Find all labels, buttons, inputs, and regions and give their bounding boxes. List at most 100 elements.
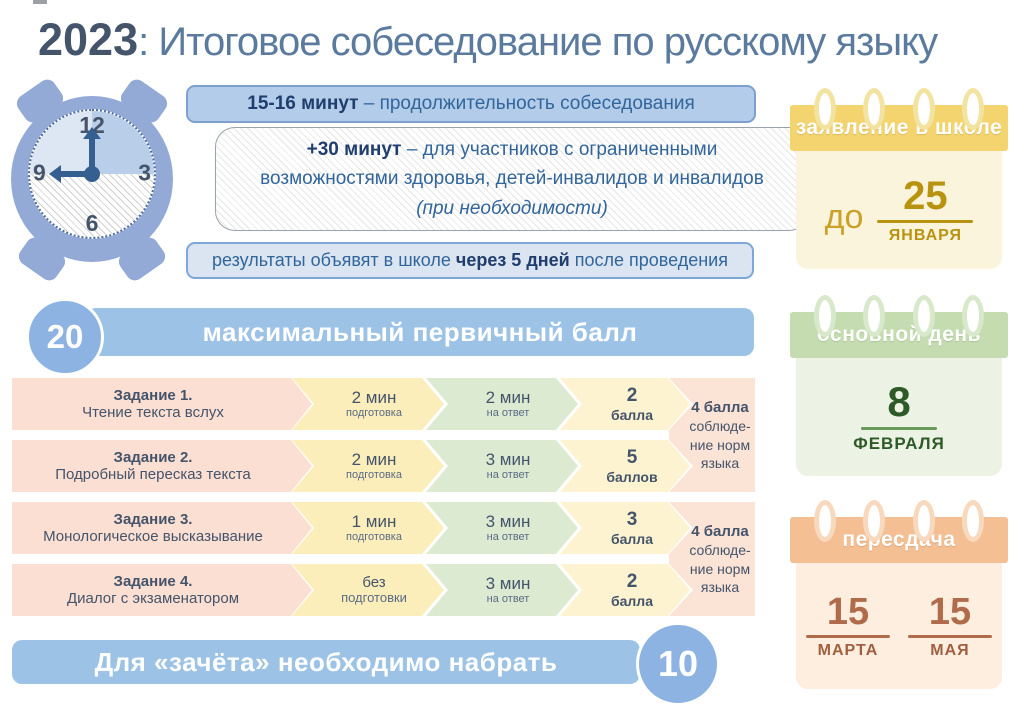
task-label: Задание 1. Чтение текста вслух xyxy=(12,378,312,430)
scan-artifact-mark xyxy=(33,0,47,4)
bonus-text: ние норм xyxy=(689,436,751,453)
date-underline xyxy=(806,634,890,638)
prep-time-chevron: 2 мин подготовка xyxy=(292,378,444,430)
table-row: Задание 4. Диалог с экзаменатором без по… xyxy=(12,564,757,616)
prep-time: 2 мин xyxy=(351,449,397,469)
prep-label: подготовка xyxy=(346,407,402,420)
results-post: после проведения xyxy=(569,250,728,270)
answer-time-chevron: 3 мин на ответ xyxy=(426,502,578,554)
results-banner: результаты объявят в школе через 5 дней … xyxy=(186,242,754,279)
ring-icon xyxy=(814,88,836,130)
table-row: Задание 3. Монологическое высказывание 1… xyxy=(12,502,757,554)
date: 25 ЯНВАРЯ xyxy=(877,173,974,245)
ring-icon xyxy=(912,88,935,130)
score-value: 2 xyxy=(626,571,638,593)
bonus-score: 4 балла xyxy=(691,398,749,416)
date-day: 8 xyxy=(887,377,911,425)
score-value: 5 xyxy=(626,447,638,469)
task-name: Задание 1. xyxy=(113,386,193,404)
clock-quadrant-topleft xyxy=(30,111,92,174)
extra-time-banner: +30 минут – для участников с ограниченны… xyxy=(215,127,809,231)
ring-icon xyxy=(863,88,886,130)
bonus-text: ние норм xyxy=(689,560,751,577)
task-name: Задание 3. xyxy=(113,510,193,528)
calendar-rings-icon xyxy=(790,295,1008,337)
answer-time: 3 мин xyxy=(485,573,531,593)
ring-icon xyxy=(814,500,836,542)
clock-hand-minute xyxy=(83,127,101,174)
date-day: 15 xyxy=(928,590,972,633)
date-month: ЯНВАРЯ xyxy=(888,226,962,244)
score-unit: балла xyxy=(610,530,653,547)
ring-icon xyxy=(961,295,984,337)
clock-hand-hour xyxy=(49,165,92,183)
ring-icon xyxy=(912,295,935,337)
bonus-text: соблюде- xyxy=(689,418,751,435)
prep-time: 2 мин xyxy=(351,387,397,407)
ring-icon xyxy=(814,295,836,337)
answer-time-chevron: 2 мин на ответ xyxy=(426,378,578,430)
title-year: 2023 xyxy=(38,14,139,65)
pass-score-badge: 10 xyxy=(636,622,720,706)
task-desc: Подробный пересказ текста xyxy=(55,466,251,483)
answer-time: 3 мин xyxy=(485,449,531,469)
score-unit: балла xyxy=(610,592,653,609)
calendar-application: заявление в школе до 25 ЯНВАРЯ xyxy=(790,88,1008,269)
clock-hatched-half xyxy=(30,174,154,237)
calendar-retake: пересдача 15 МАРТА 15 МАЯ xyxy=(790,500,1008,689)
calendar-body: 8 ФЕВРАЛЯ xyxy=(796,358,1002,476)
score-chevron: 5 баллов xyxy=(560,440,690,492)
task-desc: Диалог с экзаменатором xyxy=(66,590,240,607)
calendar-body: до 25 ЯНВАРЯ xyxy=(796,151,1002,269)
date-underline xyxy=(877,219,974,223)
duration-text: – продолжительность собеседования xyxy=(358,93,695,114)
prep-label: подготовка xyxy=(346,531,402,544)
calendar-main-day: основной день 8 ФЕВРАЛЯ xyxy=(790,295,1008,476)
score-chevron: 2 балла xyxy=(560,378,690,430)
answer-label: на ответ xyxy=(486,469,530,482)
task-label: Задание 2. Подробный пересказ текста xyxy=(12,440,312,492)
results-bold: через 5 дней xyxy=(455,250,570,270)
extra-time-bold: +30 минут xyxy=(306,138,402,160)
task-desc: Чтение текста вслух xyxy=(82,404,224,421)
answer-time: 3 мин xyxy=(485,511,531,531)
table-row: Задание 1. Чтение текста вслух 2 мин под… xyxy=(12,378,757,430)
task-name: Задание 2. xyxy=(113,448,193,466)
date-underline xyxy=(908,634,992,638)
max-score-banner: максимальный первичный балл xyxy=(86,308,754,356)
bonus-text: языка xyxy=(700,454,740,471)
clock-center-dot xyxy=(84,166,100,182)
prep-label: подготовки xyxy=(341,590,407,606)
max-score-badge: 20 xyxy=(26,298,104,376)
results-pre: результаты объявят в школе xyxy=(212,250,456,270)
date-prefix: до xyxy=(824,197,864,236)
task-label: Задание 4. Диалог с экзаменатором xyxy=(12,564,312,616)
date: 8 ФЕВРАЛЯ xyxy=(853,377,945,454)
answer-time: 2 мин xyxy=(485,387,531,407)
title-text: : Итоговое собеседование по русскому язы… xyxy=(138,20,938,64)
clock-number-3: 3 xyxy=(138,159,151,186)
date-day: 25 xyxy=(903,173,948,218)
ring-icon xyxy=(961,88,984,130)
prep-label: подготовка xyxy=(346,469,402,482)
extra-time-italic: (при необходимости) xyxy=(416,197,608,219)
calendar-body: 15 МАРТА 15 МАЯ xyxy=(796,563,1002,689)
clock-body: 12 3 6 9 xyxy=(11,96,173,262)
score-unit: баллов xyxy=(606,468,658,485)
score-value: 2 xyxy=(626,385,638,407)
date: 15 МАРТА xyxy=(806,593,890,660)
calendar-rings-icon xyxy=(790,500,1008,542)
date-month: МАЯ xyxy=(930,641,970,659)
task-name: Задание 4. xyxy=(113,572,193,590)
ring-icon xyxy=(912,500,935,542)
prep-time-chevron: без подготовки xyxy=(292,564,444,616)
table-row: Задание 2. Подробный пересказ текста 2 м… xyxy=(12,440,757,492)
page-title: 2023: Итоговое собеседование по русскому… xyxy=(38,14,1008,66)
bonus-text: языка xyxy=(700,578,740,595)
prep-time-chevron: 2 мин подготовка xyxy=(292,440,444,492)
score-chevron: 3 балла xyxy=(560,502,690,554)
ring-icon xyxy=(961,500,984,542)
score-unit: балла xyxy=(610,406,653,423)
extra-time-text: – для участников с ограниченными возможн… xyxy=(260,138,764,190)
